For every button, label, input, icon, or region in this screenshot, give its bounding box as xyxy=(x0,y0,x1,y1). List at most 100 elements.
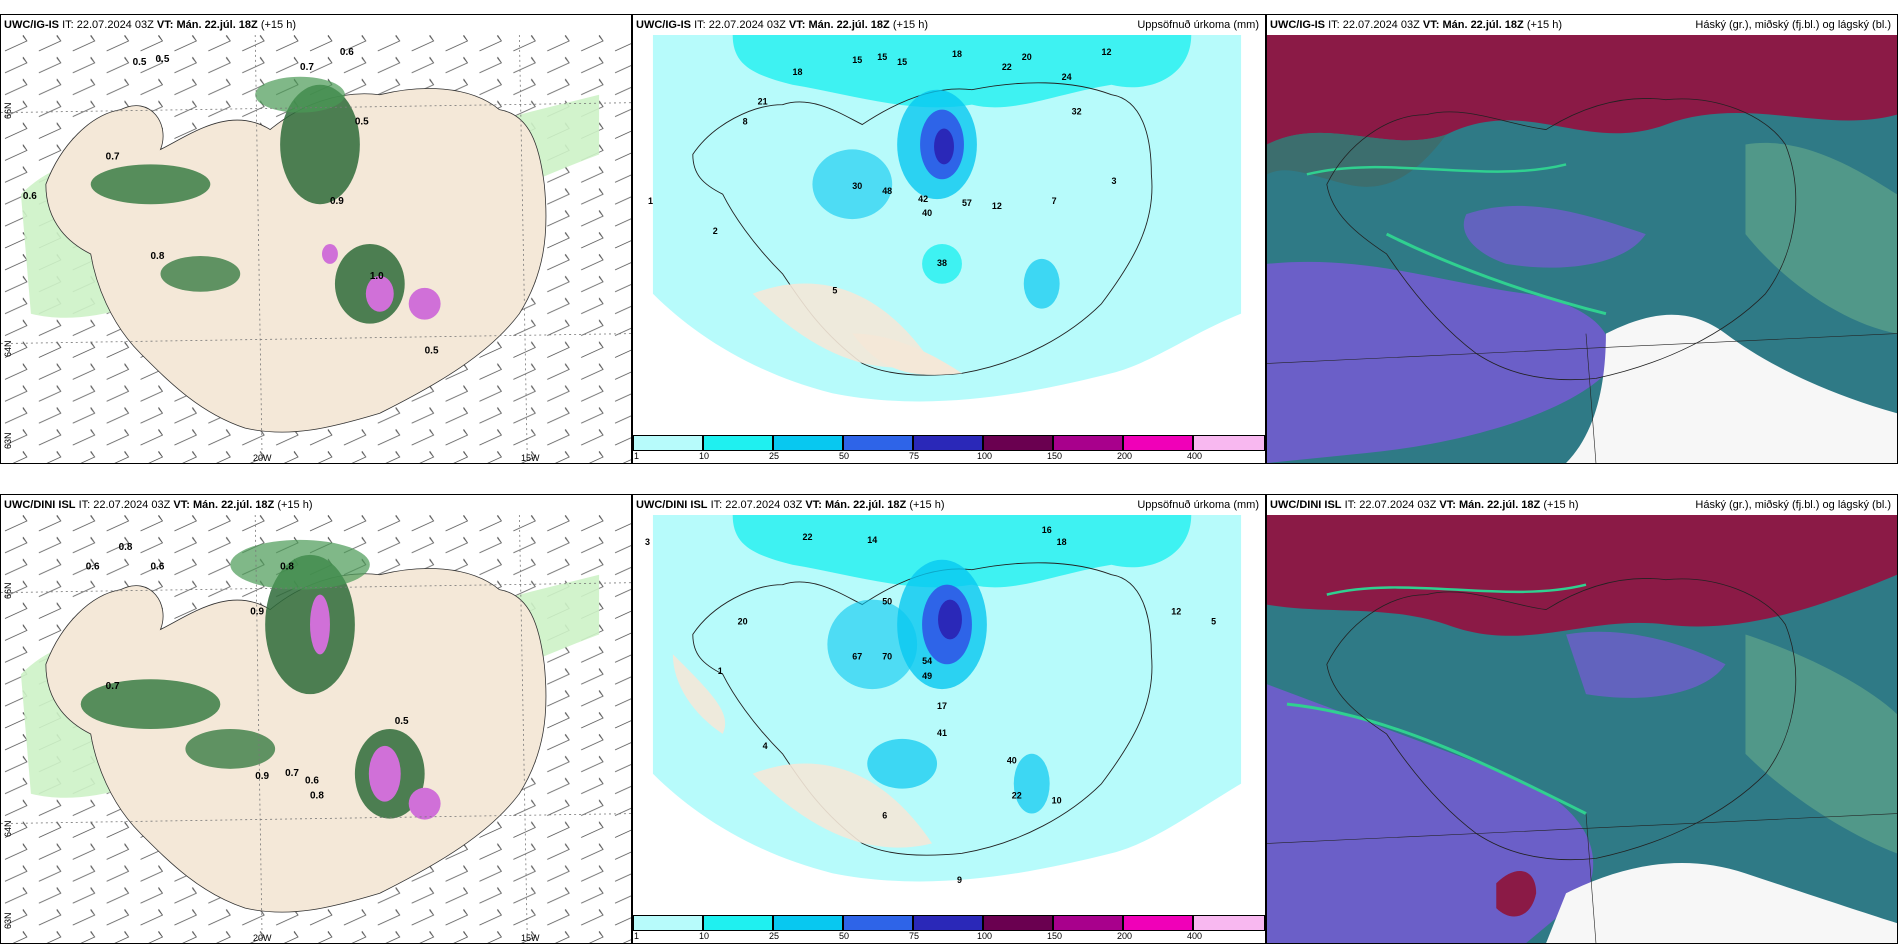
colorbar-segment xyxy=(633,435,703,451)
cloud-label: 0.5 xyxy=(133,57,147,68)
precip-label: 1 xyxy=(648,196,653,206)
colorbar-segment xyxy=(983,915,1053,931)
precip-label: 10 xyxy=(1052,796,1062,806)
map-panel-precip-accum-top: UWC/IG-IS IT: 22.07.2024 03Z VT: Mán. 22… xyxy=(632,14,1266,464)
colorbar-tick: 150 xyxy=(1047,451,1063,461)
precip-label: 22 xyxy=(1002,62,1012,72)
model-name: UWC/IG-IS xyxy=(4,19,59,31)
cloud-label: 0.8 xyxy=(119,542,133,553)
colorbar-segment xyxy=(983,435,1053,451)
colorbar-tick: 50 xyxy=(839,451,850,461)
precip-label: 9 xyxy=(957,875,962,885)
precip-label: 1 xyxy=(718,666,723,676)
colorbar-tick: 100 xyxy=(977,451,993,461)
precip-label: 18 xyxy=(792,67,802,77)
precip-label: 7 xyxy=(1052,196,1057,206)
cloud-label: 0.7 xyxy=(285,768,299,779)
precip-label: 5 xyxy=(1211,616,1216,626)
colorbar-segment xyxy=(1193,435,1265,451)
colorbar-tick: 200 xyxy=(1117,931,1133,941)
cloud-label: 0.6 xyxy=(86,562,100,573)
lon-label: 20W xyxy=(253,933,272,943)
colorbar-tick: 400 xyxy=(1187,451,1203,461)
colorbar-segment xyxy=(703,435,773,451)
panel-title: Uppsöfnuð úrkoma (mm) xyxy=(1137,19,1259,31)
cloud-label: 0.9 xyxy=(330,196,344,207)
map-canvas: 0.8 0.6 0.8 0.6 0.7 0.9 0.9 0.6 0.7 0.8 … xyxy=(1,515,631,943)
colorbar-tick: 50 xyxy=(839,931,850,941)
colorbar-tick: 1 xyxy=(634,451,640,461)
precip-label: 14 xyxy=(867,535,877,545)
lon-label: 20W xyxy=(253,453,272,463)
lon-label: 15W xyxy=(521,933,540,943)
precip-label: 30 xyxy=(852,181,862,191)
precip-label: 41 xyxy=(937,728,947,738)
map-canvas xyxy=(1267,515,1897,943)
cloud-label: 0.6 xyxy=(340,47,354,58)
lat-label: 66N xyxy=(3,582,13,599)
precip-label: 16 xyxy=(1042,525,1052,535)
lat-label: 66N xyxy=(3,102,13,119)
cloud-label: 0.9 xyxy=(255,771,269,782)
colorbar-tick: 10 xyxy=(699,451,710,461)
map-panel-clouds-bottom: UWC/DINI ISL IT: 22.07.2024 03Z VT: Mán.… xyxy=(1266,494,1898,944)
precip-label: 3 xyxy=(1111,176,1116,186)
precip-label: 38 xyxy=(937,258,947,268)
lat-label: 64N xyxy=(3,340,13,357)
map-canvas xyxy=(1267,35,1897,463)
lat-label: 64N xyxy=(3,820,13,837)
panel-header: UWC/IG-IS IT: 22.07.2024 03Z VT: Mán. 22… xyxy=(1,15,631,35)
precip-label: 3 xyxy=(645,537,650,547)
precip-label: 22 xyxy=(802,532,812,542)
precip-label: 12 xyxy=(992,201,1002,211)
precip-label: 40 xyxy=(1007,756,1017,766)
precip-label: 49 xyxy=(922,671,932,681)
precip-label: 50 xyxy=(882,597,892,607)
colorbar-segment xyxy=(1123,435,1193,451)
colorbar-segment xyxy=(703,915,773,931)
cloud-label: 1.0 xyxy=(370,271,384,282)
precip-label: 15 xyxy=(877,52,887,62)
precip-label: 21 xyxy=(758,97,768,107)
colorbar: 1 10 25 50 75 100 150 200 400 xyxy=(633,913,1265,943)
colorbar-tick: 75 xyxy=(909,931,920,941)
colorbar: 1 10 25 50 75 100 150 200 400 xyxy=(633,433,1265,463)
cloud-label: 0.8 xyxy=(310,791,324,802)
panel-title: Háský (gr.), miðský (fj.bl.) og lágský (… xyxy=(1695,19,1891,31)
precip-label: 67 xyxy=(852,651,862,661)
precip-label: 18 xyxy=(952,49,962,59)
cloud-label: 0.5 xyxy=(156,54,170,65)
map-panel-precip-accum-bottom: UWC/DINI ISL IT: 22.07.2024 03Z VT: Mán.… xyxy=(632,494,1266,944)
colorbar-tick: 100 xyxy=(977,931,993,941)
map-panel-clouds-top: UWC/IG-IS IT: 22.07.2024 03Z VT: Mán. 22… xyxy=(1266,14,1898,464)
colorbar-tick: 10 xyxy=(699,931,710,941)
colorbar-segment xyxy=(1053,435,1123,451)
precip-label: 8 xyxy=(743,117,748,127)
colorbar-tick: 150 xyxy=(1047,931,1063,941)
colorbar-tick: 400 xyxy=(1187,931,1203,941)
colorbar-segment xyxy=(843,435,913,451)
precip-label: 12 xyxy=(1102,47,1112,57)
precip-label: 57 xyxy=(962,198,972,208)
cloud-label: 0.6 xyxy=(151,562,165,573)
colorbar-segment xyxy=(843,915,913,931)
lat-label: 63N xyxy=(3,432,13,449)
colorbar-segment xyxy=(1193,915,1265,931)
precip-label: 2 xyxy=(713,226,718,236)
cloud-label: 0.7 xyxy=(300,62,314,73)
colorbar-tick: 75 xyxy=(909,451,920,461)
precip-label: 6 xyxy=(882,810,887,820)
panel-header: UWC/DINI ISL IT: 22.07.2024 03Z VT: Mán.… xyxy=(633,495,1265,515)
precip-label: 18 xyxy=(1057,537,1067,547)
precip-label: 4 xyxy=(763,741,768,751)
cloud-label: 0.8 xyxy=(280,562,294,573)
colorbar-segment xyxy=(773,915,843,931)
colorbar-tick: 25 xyxy=(769,931,780,941)
precip-label: 12 xyxy=(1171,607,1181,617)
colorbar-segment xyxy=(1053,915,1123,931)
colorbar-segment xyxy=(773,435,843,451)
panel-header: UWC/DINI ISL IT: 22.07.2024 03Z VT: Mán.… xyxy=(1,495,631,515)
cloud-label: 0.7 xyxy=(106,681,120,692)
panel-title: Uppsöfnuð úrkoma (mm) xyxy=(1137,499,1259,511)
precip-label: 54 xyxy=(922,656,932,666)
